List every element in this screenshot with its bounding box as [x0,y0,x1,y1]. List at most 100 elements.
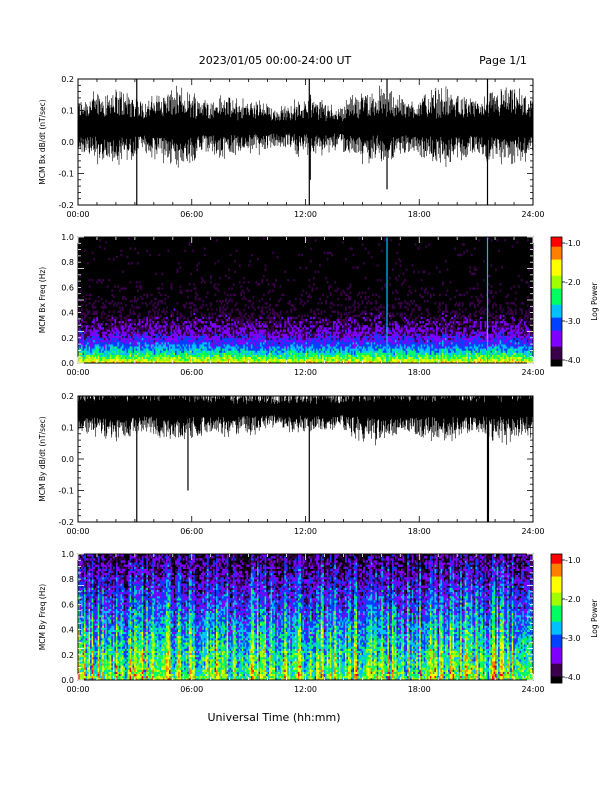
heatmap-cell [266,311,268,313]
heatmap-cell [139,313,141,315]
heatmap-cell [371,313,373,315]
heatmap-cell [171,311,173,313]
heatmap-cell [196,264,198,266]
heatmap-cell [224,292,226,294]
heatmap-cell [158,323,160,325]
heatmap-cell [377,308,379,310]
heatmap-cell [299,266,301,268]
heatmap-cell [178,262,180,264]
heatmap-cell [163,311,165,313]
heatmap-cell [401,315,403,317]
heatmap-cell [177,302,179,304]
heatmap-cell [239,311,241,313]
heatmap-cell [354,329,356,331]
heatmap-cell [348,287,350,289]
heatmap-cell [166,321,168,323]
y-axis-label: MCM Bx dB/dt (nT/sec) [38,99,47,184]
heatmap-cell [380,304,382,306]
heatmap-cell [322,294,324,296]
heatmap-cell [397,279,399,281]
heatmap-cell [278,300,280,302]
heatmap-cell [189,241,191,243]
heatmap-cell [301,332,303,334]
heatmap-cell [258,306,260,308]
heatmap-cell [163,319,165,321]
heatmap-cell [349,306,351,308]
heatmap-cell [245,327,247,329]
heatmap-cell [310,260,312,262]
heatmap-cell [409,317,411,319]
heatmap-cell [340,294,342,296]
heatmap-cell [295,298,297,300]
heatmap-cell [149,311,151,313]
y-tick-label: -0.1 [58,170,74,179]
heatmap-cell [265,264,267,266]
heatmap-cell [340,292,342,294]
heatmap-cell [309,294,311,296]
heatmap-cell [133,311,135,313]
heatmap-cell [149,325,151,327]
heatmap-cell [302,327,304,329]
heatmap-cell [301,300,303,302]
y-tick-label: 0.8 [61,258,74,267]
heatmap-cell [249,319,251,321]
heatmap-cell [204,315,206,317]
heatmap-cell [152,304,154,306]
heatmap-cell [114,321,116,323]
heatmap-cell [327,296,329,298]
heatmap-cell [210,329,212,331]
heatmap-cell [139,281,141,283]
heatmap-cell [221,325,223,327]
heatmap-cell [127,323,129,325]
heatmap-cell [202,304,204,306]
heatmap-cell [104,304,106,306]
heatmap-cell [130,308,132,310]
heatmap-cell [131,319,133,321]
heatmap-cell [242,290,244,292]
heatmap-cell [252,302,254,304]
heatmap-cell [225,300,227,302]
heatmap-cell [409,323,411,325]
heatmap-cell [290,325,292,327]
heatmap-cell [192,302,194,304]
heatmap-cell [196,327,198,329]
heatmap-cell [113,304,115,306]
heatmap-cell [177,311,179,313]
heatmap-cell [404,313,406,315]
heatmap-cell [377,327,379,329]
heatmap-cell [92,279,94,281]
heatmap-cell [389,313,391,315]
heatmap-cell [353,266,355,268]
heatmap-cell [122,298,124,300]
heatmap-cell [363,317,365,319]
heatmap-cell [219,300,221,302]
heatmap-cell [398,298,400,300]
heatmap-cell [222,323,224,325]
heatmap-cell [322,325,324,327]
heatmap-cell [345,332,347,334]
heatmap-cell [383,306,385,308]
heatmap-cell [330,325,332,327]
heatmap-cell [278,317,280,319]
heatmap-cell [96,317,98,319]
heatmap-cell [380,313,382,315]
heatmap-cell [293,321,295,323]
heatmap-cell [81,304,83,306]
heatmap-cell [80,290,82,292]
heatmap-cell [196,323,198,325]
heatmap-cell [363,262,365,264]
heatmap-cell [240,294,242,296]
heatmap-cell [125,327,127,329]
heatmap-cell [81,319,83,321]
heatmap-cell [262,317,264,319]
heatmap-cell [158,254,160,256]
heatmap-cell [136,285,138,287]
heatmap-cell [222,311,224,313]
heatmap-cell [172,315,174,317]
heatmap-cell [221,302,223,304]
heatmap-cell [108,315,110,317]
heatmap-cell [289,323,291,325]
heatmap-cell [265,306,267,308]
heatmap-cell [210,277,212,279]
heatmap-cell [142,329,144,331]
